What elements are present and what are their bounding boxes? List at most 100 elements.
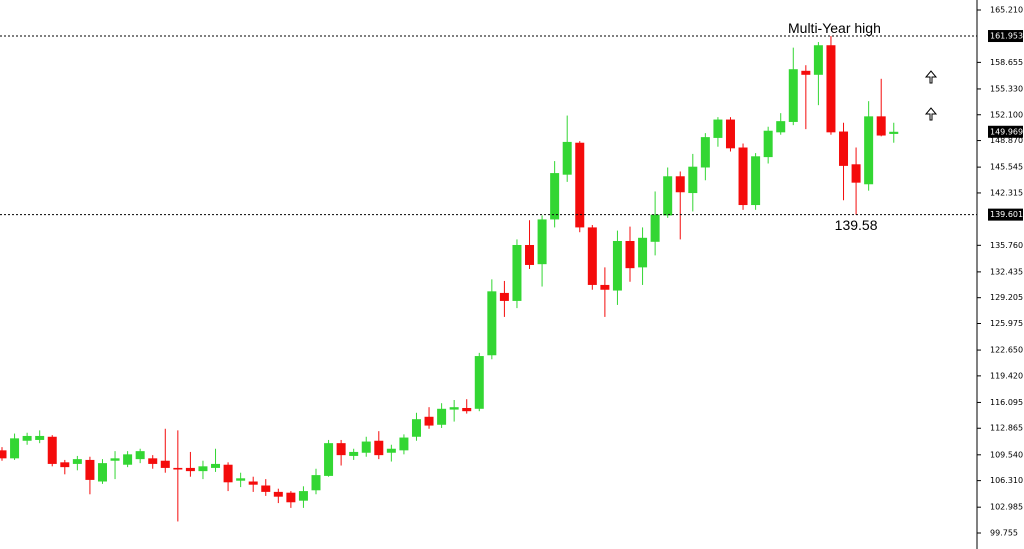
y-tick-label: 135.760	[990, 241, 1023, 250]
candle-body	[198, 466, 208, 472]
annotation: Multi-Year high	[788, 20, 881, 36]
level-box	[988, 208, 1023, 221]
y-tick-label: 119.420	[990, 371, 1023, 380]
candle-body	[625, 240, 635, 269]
candle-body	[889, 131, 899, 134]
y-tick-label: 116.095	[990, 398, 1023, 407]
candle-body	[97, 463, 107, 482]
candle-body	[575, 142, 585, 228]
candle-body	[700, 137, 710, 168]
candle-body	[361, 441, 371, 453]
y-tick-label: 158.655	[990, 58, 1023, 67]
candle-body	[424, 416, 434, 426]
candle-body	[587, 227, 597, 285]
candle-body	[261, 485, 271, 492]
candle-body	[474, 356, 484, 409]
candle-body	[22, 435, 32, 441]
candle-body	[600, 284, 610, 290]
candle-body	[60, 462, 70, 468]
candle-body	[462, 407, 472, 412]
candle-body	[135, 451, 145, 460]
y-tick-label: 109.540	[990, 450, 1023, 459]
candle-body	[788, 69, 798, 122]
candle-body	[236, 478, 246, 481]
candle-body	[550, 173, 560, 220]
candle-body	[487, 291, 497, 356]
candle-body	[411, 419, 421, 437]
y-tick-label: 152.100	[990, 110, 1023, 119]
candle-body	[663, 176, 673, 216]
candle-body	[725, 119, 735, 149]
candle-body	[298, 491, 308, 501]
candle-body	[713, 119, 723, 138]
candle-body	[864, 116, 874, 185]
level-box	[988, 30, 1023, 43]
candle-body	[386, 448, 396, 453]
y-tick-label: 148.870	[990, 136, 1023, 145]
candle-body	[374, 440, 384, 456]
last-price-box	[988, 125, 1023, 138]
candle-body	[286, 492, 296, 503]
candle-body	[160, 460, 170, 468]
candle-body	[499, 292, 509, 301]
up-arrow-icon	[924, 70, 938, 84]
y-tick-label: 102.985	[990, 503, 1023, 512]
y-tick-label: 155.330	[990, 84, 1023, 93]
candle-body	[638, 237, 648, 268]
candle-body	[813, 45, 823, 75]
candle-body	[650, 214, 660, 242]
y-tick-label: 165.210	[990, 6, 1023, 15]
candle-body	[826, 45, 836, 133]
candle-body	[248, 481, 258, 485]
candle-body	[185, 467, 195, 472]
y-tick-label: 129.205	[990, 293, 1023, 302]
candle-body	[211, 463, 221, 468]
y-tick-label: 142.315	[990, 188, 1023, 197]
candle-body	[851, 164, 861, 183]
candle-body	[72, 459, 82, 464]
last-price-label: 149.969	[990, 127, 1023, 136]
candle-body	[512, 244, 522, 301]
candle-body	[537, 219, 547, 265]
candle-body	[85, 459, 95, 480]
candle-body	[612, 240, 622, 291]
candle-body	[223, 464, 233, 483]
candle-body	[876, 116, 886, 136]
candle-body	[35, 435, 45, 440]
candle-body	[688, 166, 698, 194]
candle-body	[776, 121, 786, 133]
y-tick-label: 106.310	[990, 476, 1023, 485]
candle-body	[148, 458, 158, 464]
level-label: 161.953	[990, 32, 1023, 41]
candle-body	[675, 176, 685, 193]
candle-body	[273, 491, 283, 497]
up-arrow-icon	[924, 107, 938, 121]
y-tick-label: 122.650	[990, 346, 1023, 355]
y-tick-label: 99.755	[990, 529, 1018, 538]
candle-body	[47, 436, 57, 464]
candle-body	[311, 475, 321, 491]
y-tick-label: 112.865	[990, 424, 1023, 433]
level-label: 139.601	[990, 210, 1023, 219]
candle-body	[324, 443, 334, 476]
candle-body	[123, 454, 133, 465]
candle-body	[336, 443, 346, 456]
y-tick-label: 145.545	[990, 163, 1023, 172]
candle-body	[10, 438, 20, 459]
y-tick-label: 132.435	[990, 267, 1023, 276]
candle-body	[349, 451, 359, 456]
candle-body	[763, 130, 773, 158]
annotation: 139.58	[835, 217, 878, 233]
candle-body	[399, 437, 409, 451]
candle-body	[437, 408, 447, 425]
candle-body	[525, 244, 535, 265]
candle-body	[0, 450, 7, 459]
candle-body	[449, 407, 459, 410]
candle-body	[562, 141, 572, 175]
candle-body	[173, 467, 183, 470]
candle-body	[801, 70, 811, 75]
candle-body	[738, 147, 748, 206]
y-tick-label: 125.975	[990, 319, 1023, 328]
candle-body	[110, 458, 120, 461]
